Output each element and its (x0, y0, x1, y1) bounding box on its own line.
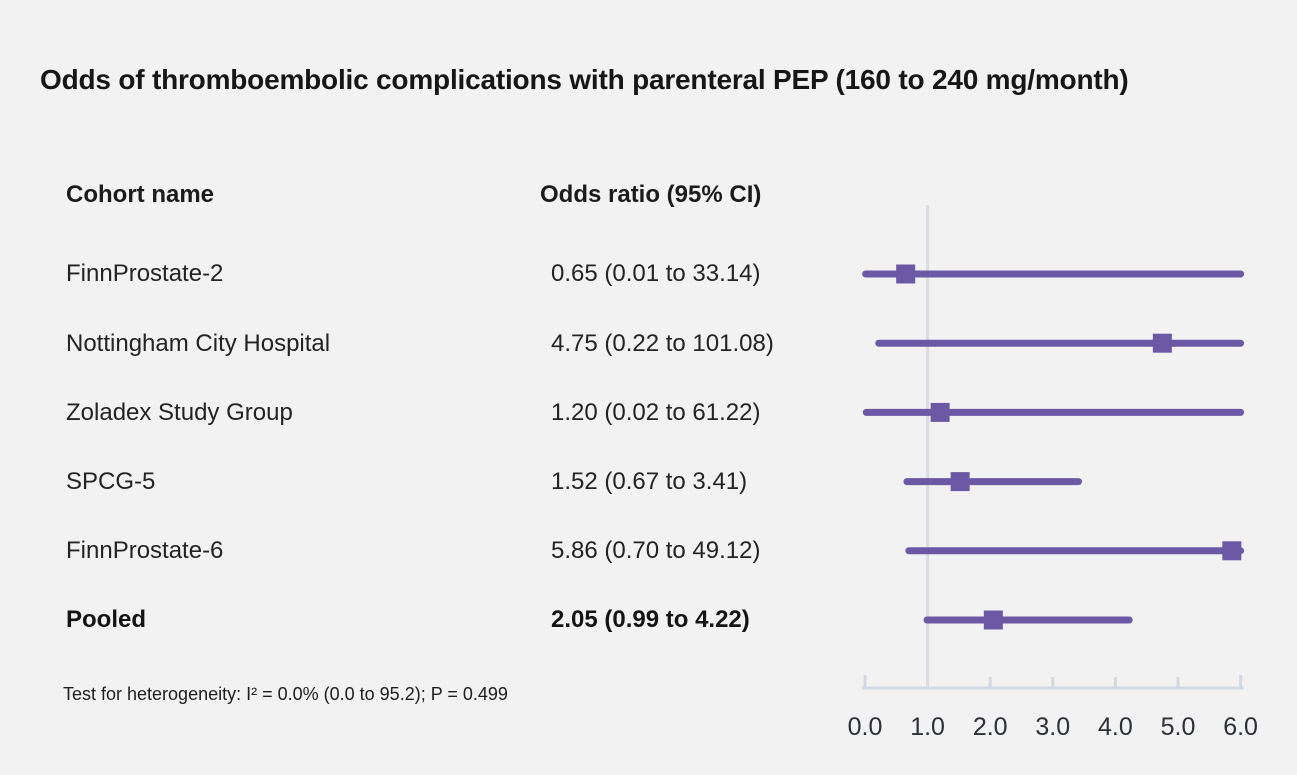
cohort-name: SPCG-5 (66, 468, 156, 495)
odds-ratio-value: 1.52 (0.67 to 3.41) (551, 468, 748, 495)
table-row-pooled: Pooled 2.05 (0.99 to 4.22) (0, 603, 840, 637)
cohort-name: FinnProstate-2 (66, 260, 224, 287)
cohort-name: Zoladex Study Group (66, 399, 293, 426)
svg-text:6.0: 6.0 (1223, 713, 1258, 741)
odds-ratio-value: 0.65 (0.01 to 33.14) (551, 260, 761, 287)
svg-text:5.0: 5.0 (1161, 713, 1196, 741)
svg-text:0.0: 0.0 (848, 713, 883, 741)
forest-plot-svg: 0.0 1.0 2.0 3.0 4.0 5.0 6.0 (848, 205, 1258, 741)
table-row: Zoladex Study Group 1.20 (0.02 to 61.22) (0, 396, 840, 430)
svg-text:4.0: 4.0 (1098, 713, 1133, 741)
svg-text:2.0: 2.0 (973, 713, 1008, 741)
odds-ratio-value: 1.20 (0.02 to 61.22) (551, 399, 761, 426)
table-row: Nottingham City Hospital 4.75 (0.22 to 1… (0, 327, 840, 361)
table-row: FinnProstate-6 5.86 (0.70 to 49.12) (0, 534, 840, 568)
column-header-odds-ratio: Odds ratio (95% CI) (540, 181, 762, 208)
odds-ratio-value: 5.86 (0.70 to 49.12) (551, 537, 761, 564)
table-row: SPCG-5 1.52 (0.67 to 3.41) (0, 465, 840, 499)
figure-title: Odds of thromboembolic complications wit… (40, 64, 1129, 95)
svg-text:1.0: 1.0 (910, 713, 945, 741)
cohort-name: Nottingham City Hospital (66, 330, 331, 357)
cohort-name: FinnProstate-6 (66, 537, 224, 564)
odds-ratio-value: 2.05 (0.99 to 4.22) (551, 606, 750, 633)
cohort-name: Pooled (66, 606, 147, 633)
heterogeneity-footnote: Test for heterogeneity: I² = 0.0% (0.0 t… (63, 684, 508, 704)
odds-ratio-value: 4.75 (0.22 to 101.08) (551, 330, 774, 357)
table-row: FinnProstate-2 0.65 (0.01 to 33.14) (0, 257, 840, 291)
column-header-cohort-name: Cohort name (66, 181, 215, 208)
forest-plot-area: 0.0 1.0 2.0 3.0 4.0 5.0 6.0 (840, 195, 1290, 770)
svg-text:3.0: 3.0 (1035, 713, 1070, 741)
